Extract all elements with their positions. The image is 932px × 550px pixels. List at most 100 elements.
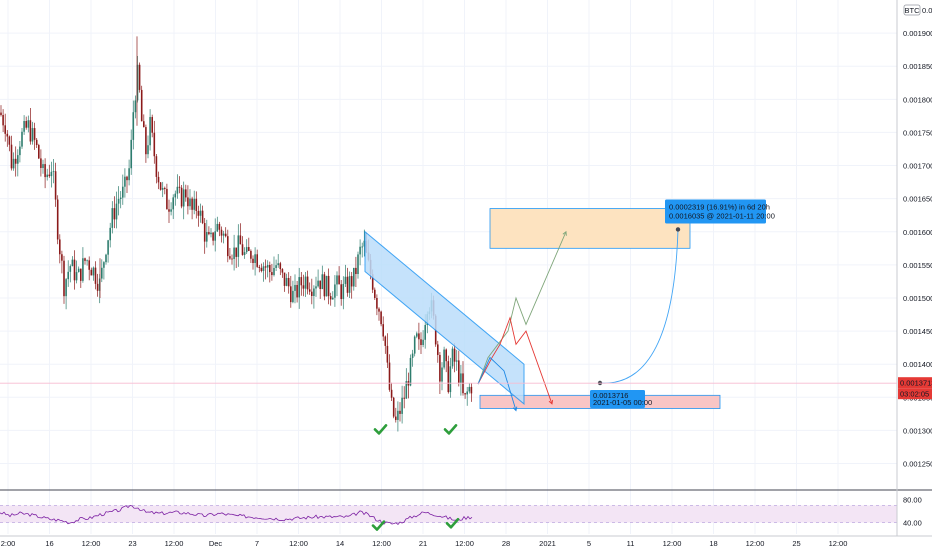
candle-body[interactable] — [292, 290, 294, 303]
candle-body[interactable] — [243, 252, 246, 255]
candle-body[interactable] — [254, 254, 256, 263]
candle-body[interactable] — [386, 345, 389, 363]
candle-body[interactable] — [77, 268, 80, 273]
candle-body[interactable] — [271, 272, 273, 276]
candle-body[interactable] — [390, 389, 393, 398]
candle-body[interactable] — [122, 186, 124, 198]
candle-body[interactable] — [208, 232, 210, 235]
candle-body[interactable] — [451, 348, 454, 367]
candle-body[interactable] — [166, 188, 168, 210]
candle-body[interactable] — [399, 410, 401, 414]
candle-body[interactable] — [416, 333, 418, 337]
candle-body[interactable] — [227, 236, 229, 257]
candle-body[interactable] — [143, 121, 145, 128]
candle-body[interactable] — [403, 397, 405, 399]
candle-body[interactable] — [363, 240, 366, 247]
candle-body[interactable] — [336, 275, 338, 285]
candle-body[interactable] — [327, 275, 330, 297]
candle-body[interactable] — [338, 275, 340, 285]
candle-body[interactable] — [84, 258, 86, 261]
candle-body[interactable] — [237, 235, 240, 257]
candle-body[interactable] — [29, 120, 32, 142]
candle-body[interactable] — [33, 128, 36, 140]
candle-body[interactable] — [447, 361, 450, 393]
candle-body[interactable] — [174, 193, 177, 198]
candle-body[interactable] — [153, 132, 156, 157]
candle-body[interactable] — [157, 176, 160, 183]
candle-body[interactable] — [355, 267, 357, 275]
candle-body[interactable] — [453, 348, 456, 362]
candle-body[interactable] — [342, 283, 345, 300]
candle-body[interactable] — [96, 283, 99, 291]
candle-body[interactable] — [210, 232, 212, 235]
candle-body[interactable] — [180, 187, 183, 207]
candle-body[interactable] — [35, 139, 38, 146]
candle-body[interactable] — [382, 324, 384, 337]
candle-body[interactable] — [311, 291, 313, 297]
candle-body[interactable] — [71, 259, 74, 267]
candle-body[interactable] — [42, 164, 44, 168]
candle-body[interactable] — [392, 397, 395, 417]
candle-body[interactable] — [206, 232, 208, 242]
candle-body[interactable] — [216, 223, 219, 232]
candle-body[interactable] — [239, 235, 242, 245]
candle-body[interactable] — [411, 353, 414, 358]
candle-body[interactable] — [464, 393, 466, 395]
candle-body[interactable] — [422, 339, 424, 345]
candle-body[interactable] — [290, 286, 292, 303]
candle-body[interactable] — [48, 174, 51, 177]
candle-body[interactable] — [401, 397, 403, 414]
candle-body[interactable] — [321, 274, 324, 290]
projection-curve[interactable] — [599, 229, 679, 384]
candle-body[interactable] — [445, 349, 447, 362]
candle-body[interactable] — [308, 289, 311, 292]
candle-body[interactable] — [130, 139, 132, 169]
candle-body[interactable] — [283, 272, 286, 286]
candle-body[interactable] — [409, 357, 412, 386]
candle-body[interactable] — [115, 203, 118, 220]
candle-body[interactable] — [418, 333, 420, 340]
candle-body[interactable] — [359, 246, 361, 255]
candle-body[interactable] — [103, 262, 105, 268]
candle-body[interactable] — [455, 360, 458, 362]
candle-body[interactable] — [38, 145, 40, 159]
candle-body[interactable] — [384, 336, 387, 346]
candle-body[interactable] — [197, 210, 200, 216]
rsi-line[interactable] — [0, 504, 473, 526]
candle-body[interactable] — [25, 121, 27, 128]
candle-body[interactable] — [92, 267, 95, 276]
candle-body[interactable] — [80, 268, 82, 281]
candle-body[interactable] — [46, 174, 48, 178]
candle-body[interactable] — [212, 232, 214, 241]
candle-body[interactable] — [329, 296, 332, 300]
candle-body[interactable] — [132, 112, 135, 140]
candle-body[interactable] — [287, 277, 290, 287]
candle-body[interactable] — [145, 127, 147, 155]
candle-body[interactable] — [277, 263, 279, 266]
candle-body[interactable] — [420, 339, 422, 345]
candle-body[interactable] — [182, 189, 185, 207]
candle-body[interactable] — [10, 144, 13, 169]
candle-body[interactable] — [317, 280, 319, 287]
candle-body[interactable] — [449, 366, 452, 393]
candle-body[interactable] — [23, 121, 25, 132]
candle-body[interactable] — [21, 131, 23, 147]
candle-body[interactable] — [229, 256, 231, 259]
candle-body[interactable] — [285, 277, 288, 286]
candle-body[interactable] — [151, 117, 153, 133]
candle-body[interactable] — [468, 386, 471, 392]
candle-body[interactable] — [0, 112, 2, 115]
candle-body[interactable] — [388, 362, 391, 390]
candle-body[interactable] — [302, 285, 305, 289]
candle-body[interactable] — [304, 276, 307, 289]
candle-body[interactable] — [294, 284, 296, 291]
candle-body[interactable] — [56, 199, 59, 240]
candle-body[interactable] — [376, 297, 378, 309]
candle-body[interactable] — [193, 198, 195, 210]
candle-body[interactable] — [353, 267, 355, 287]
candle-body[interactable] — [214, 231, 216, 241]
candle-body[interactable] — [126, 176, 128, 181]
candle-body[interactable] — [344, 276, 347, 284]
candle-body[interactable] — [50, 171, 53, 177]
